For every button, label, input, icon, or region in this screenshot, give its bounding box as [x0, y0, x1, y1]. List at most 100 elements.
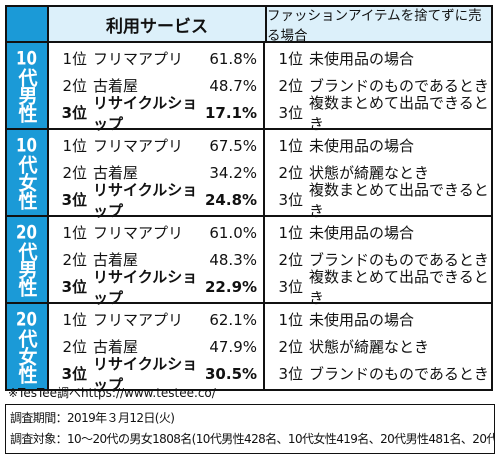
survey-target: 調査対象：10～20代の男女1808名(10代男性428名、10代女性419名、… — [10, 432, 494, 446]
rank: 3位 — [61, 191, 87, 209]
service-name: フリマアプリ — [93, 137, 184, 155]
reason-text: 状態が綺麗なとき — [309, 338, 430, 356]
rank: 1位 — [62, 311, 87, 329]
reason-cell: 1位 未使用品の場合 2位 状態が綺麗なとき 3位 複数まとめて出品できるとき — [265, 130, 491, 220]
rank: 3位 — [61, 104, 87, 122]
service-name: リサイクルショップ — [93, 93, 198, 133]
source: ※TesTee調べhttps://www.testee.co/ — [8, 386, 216, 400]
service-name: 古着屋 — [93, 338, 139, 356]
header-row: 利用サービス ファッションアイテムを捨てずに売る場合 — [7, 7, 491, 44]
group-label-cell: 20代女性 — [7, 304, 49, 389]
percentage: 62.1% — [209, 310, 257, 329]
reason-row: 2位 状態が綺麗なとき — [265, 160, 491, 186]
rank: 2位 — [62, 164, 87, 182]
reason-row: 3位 複数まとめて出品できるとき — [265, 268, 491, 307]
service-row: 2位 古着屋 48.7% — [49, 73, 263, 99]
rank: 1位 — [62, 137, 87, 155]
service-row: 3位 リサイクルショップ 22.9% — [49, 268, 263, 307]
rank: 2位 — [62, 77, 87, 95]
percentage: 48.7% — [209, 76, 257, 95]
service-row: 1位 フリマアプリ 62.1% — [49, 307, 263, 333]
group-label-cell: 10代男性 — [7, 43, 49, 128]
reason-row: 1位 未使用品の場合 — [265, 220, 491, 246]
reason-text: ブランドのものであるとき — [309, 365, 489, 383]
percentage: 22.9% — [205, 277, 258, 296]
rank: 2位 — [62, 251, 87, 269]
group-row: 10代男性 1位 フリマアプリ 61.8% 2位 古着屋 48.7% 3位 リサイクルショップ 1… — [7, 43, 491, 133]
service-name: フリマアプリ — [93, 224, 184, 242]
reason-row: 1位 未使用品の場合 — [265, 307, 491, 333]
reason-cell: 1位 未使用品の場合 2位 状態が綺麗なとき 3位 ブランドのものであるとき — [265, 304, 491, 389]
reason-text: 未使用品の場合 — [309, 224, 415, 242]
service-row: 1位 フリマアプリ 61.0% — [49, 220, 263, 246]
rank: 3位 — [278, 278, 303, 296]
reason-row: 2位 状態が綺麗なとき — [265, 334, 491, 360]
service-name: リサイクルショップ — [93, 180, 198, 220]
group-label-cell: 10代女性 — [7, 130, 49, 215]
ranking-table: 利用サービス ファッションアイテムを捨てずに売る場合 10代男性 1位 フリマアプリ… — [5, 5, 493, 394]
group-row: 20代男性 1位 フリマアプリ 61.0% 2位 古着屋 48.3% 3位 リサイクルショップ 2… — [7, 217, 491, 307]
reason-row: 3位 複数まとめて出品できるとき — [265, 181, 491, 220]
service-name: フリマアプリ — [93, 50, 184, 68]
survey-period: 調査期間：2019年３月12日(火) — [10, 411, 175, 425]
service-row: 2位 古着屋 48.3% — [49, 247, 263, 273]
service-cell: 1位 フリマアプリ 67.5% 2位 古着屋 34.2% 3位 リサイクルショップ 24.8% — [49, 130, 265, 220]
reason-text: 複数まとめて出品できるとき — [309, 267, 489, 307]
percentage: 61.8% — [209, 49, 257, 68]
reason-text: ブランドのものであるとき — [309, 251, 489, 269]
rank: 3位 — [61, 365, 87, 383]
reason-row: 3位 ブランドのものであるとき — [265, 361, 491, 387]
reason-text: 未使用品の場合 — [309, 137, 415, 155]
rank: 1位 — [278, 224, 303, 242]
service-name: リサイクルショップ — [93, 354, 198, 394]
service-cell: 1位 フリマアプリ 61.8% 2位 古着屋 48.7% 3位 リサイクルショップ 17.1% — [49, 43, 265, 133]
rank: 1位 — [278, 311, 303, 329]
group-label-cell: 20代男性 — [7, 217, 49, 302]
header-corner — [7, 7, 49, 41]
reason-text: 未使用品の場合 — [309, 311, 415, 329]
reason-row: 3位 複数まとめて出品できるとき — [265, 94, 491, 133]
percentage: 48.3% — [209, 250, 257, 269]
service-cell: 1位 フリマアプリ 61.0% 2位 古着屋 48.3% 3位 リサイクルショップ 22.9% — [49, 217, 265, 307]
group-row: 20代女性 1位 フリマアプリ 62.1% 2位 古着屋 47.9% 3位 リサイクルショップ 3… — [7, 304, 491, 394]
reason-cell: 1位 未使用品の場合 2位 ブランドのものであるとき 3位 複数まとめて出品できるとき — [265, 217, 491, 307]
rank: 3位 — [61, 278, 87, 296]
percentage: 17.1% — [205, 103, 258, 122]
reason-row: 1位 未使用品の場合 — [265, 46, 491, 72]
rank: 3位 — [278, 191, 303, 209]
rank: 2位 — [278, 164, 303, 182]
header-reason: ファッションアイテムを捨てずに売る場合 — [267, 8, 482, 44]
footer-box: 調査期間：2019年３月12日(火) 調査対象：10～20代の男女1808名(1… — [5, 404, 495, 454]
percentage: 67.5% — [209, 136, 257, 155]
group-row: 10代女性 1位 フリマアプリ 67.5% 2位 古着屋 34.2% 3位 リサイクルショップ 2… — [7, 130, 491, 220]
reason-cell: 1位 未使用品の場合 2位 ブランドのものであるとき 3位 複数まとめて出品できるとき — [265, 43, 491, 133]
group-label: 20代女性 — [15, 310, 38, 383]
reason-text: 複数まとめて出品できるとき — [309, 93, 489, 133]
reason-row: 1位 未使用品の場合 — [265, 133, 491, 159]
percentage: 24.8% — [205, 190, 258, 209]
rank: 3位 — [278, 104, 303, 122]
reason-row: 2位 ブランドのものであるとき — [265, 247, 491, 273]
service-row: 1位 フリマアプリ 67.5% — [49, 133, 263, 159]
service-cell: 1位 フリマアプリ 62.1% 2位 古着屋 47.9% 3位 リサイクルショップ 30.5% — [49, 304, 265, 394]
rank: 3位 — [278, 365, 303, 383]
percentage: 30.5% — [205, 364, 258, 383]
service-name: フリマアプリ — [93, 311, 184, 329]
percentage: 61.0% — [209, 223, 257, 242]
service-name: 古着屋 — [93, 77, 139, 95]
reason-text: ブランドのものであるとき — [309, 77, 489, 95]
group-label: 10代男性 — [15, 49, 38, 122]
reason-text: 未使用品の場合 — [309, 50, 415, 68]
header-service: 利用サービス — [49, 7, 267, 41]
service-name: 古着屋 — [93, 251, 139, 269]
group-label: 20代男性 — [15, 223, 38, 296]
percentage: 34.2% — [209, 163, 257, 182]
service-row: 3位 リサイクルショップ 30.5% — [49, 355, 263, 394]
rank: 2位 — [278, 251, 303, 269]
rank: 1位 — [278, 137, 303, 155]
service-name: リサイクルショップ — [93, 267, 198, 307]
service-row: 1位 フリマアプリ 61.8% — [49, 46, 263, 72]
service-row: 3位 リサイクルショップ 24.8% — [49, 181, 263, 220]
reason-row: 2位 ブランドのものであるとき — [265, 73, 491, 99]
